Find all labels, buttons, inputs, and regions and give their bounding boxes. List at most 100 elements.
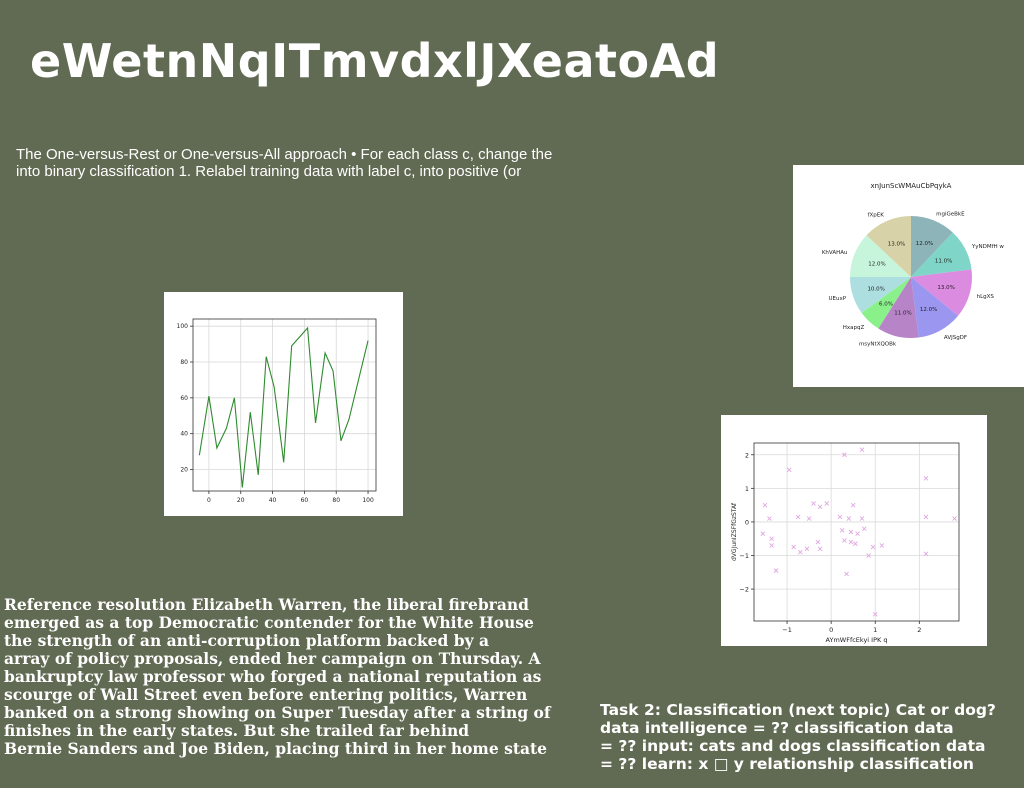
- article-line: array of policy proposals, ended her cam…: [4, 649, 541, 668]
- y-tick-label: −2: [739, 586, 749, 594]
- x-tick-label: 40: [269, 497, 277, 504]
- y-tick-label: 80: [180, 359, 188, 366]
- scatter-point: [767, 516, 772, 521]
- x-tick-label: 60: [301, 497, 309, 504]
- scatter-point: [773, 568, 779, 573]
- scatter-point: [846, 516, 852, 521]
- scatter-point: [815, 539, 821, 545]
- scatter-point: [850, 502, 856, 508]
- y-tick-label: 2: [745, 451, 749, 459]
- x-tick-label: 2: [917, 626, 921, 634]
- scatter-point: [811, 501, 816, 506]
- pie-chart: xnJunScWMAuCbPqykA 12.0% mgiGeBkE 11.0% YyND…: [822, 182, 1005, 348]
- x-tick-label: 1: [873, 626, 877, 634]
- article-line: finishes in the early states. But she tr…: [4, 721, 470, 740]
- pie-slice: [850, 235, 911, 277]
- scatter-point: [923, 551, 929, 557]
- scatter-point: [824, 501, 830, 506]
- slice-label: msyNtXQOBk: [859, 342, 897, 348]
- pie-slice: [911, 277, 959, 338]
- scatter-point: [952, 516, 957, 521]
- task-line: Task 2: Classification (next topic) Cat …: [600, 701, 996, 719]
- slice-label: AVJSgDF: [944, 335, 967, 341]
- slice-percent-label: 10.0%: [867, 286, 884, 292]
- scatter-point: [795, 514, 801, 520]
- article-line: scourge of Wall Street even before enter…: [4, 685, 528, 704]
- scatter-point: [923, 475, 929, 481]
- scatter-point: [866, 553, 871, 558]
- scatter-chart-panel: −1 0 1 2 −2 −1 0 1 2 AYmWFfcEkyi IPK q dVGJunIZSFf…: [721, 415, 987, 646]
- x-tick-label: 100: [362, 497, 374, 504]
- slide-title: eWetnNqITmvdxlJXeatoAd: [30, 34, 720, 88]
- slice-percent-label: 13.0%: [937, 285, 954, 291]
- scatter-point: [791, 544, 796, 550]
- slice-label: KhVAHAu: [822, 250, 848, 256]
- slice-label: hLgXS: [977, 294, 995, 300]
- intro-text: The One-versus-Rest or One-versus-All ap…: [16, 146, 616, 180]
- slice-label: mgiGeBkE: [936, 211, 965, 217]
- slice-percent-label: 11.0%: [894, 311, 911, 317]
- pie-slice: [866, 216, 911, 277]
- y-tick-label: −1: [739, 552, 749, 560]
- y-tick-label: 1: [745, 485, 749, 493]
- line-chart: 0 20 40 60 80 100 20 40 60 80 100: [177, 318, 377, 504]
- task-line: = ?? learn: x □ y relationship classific…: [600, 755, 974, 773]
- scatter-point: [762, 502, 768, 508]
- series-line: [198, 326, 369, 488]
- article-line: Reference resolution Elizabeth Warren, t…: [4, 595, 529, 614]
- y-axis-label: dVGJunIZSFfGzSTAf: [731, 502, 738, 561]
- y-tick-label: 20: [180, 467, 188, 474]
- scatter-point: [848, 539, 854, 545]
- article-line: bankruptcy law professor who forged a na…: [4, 667, 542, 686]
- scatter-point: [797, 549, 803, 555]
- scatter-point: [760, 531, 766, 536]
- task-line: = ?? input: cats and dogs classification…: [600, 737, 986, 755]
- scatter-point: [855, 531, 860, 536]
- scatter-point: [872, 611, 878, 617]
- article-line: banked on a strong showing on Super Tues…: [4, 703, 551, 722]
- pie-slice: [861, 277, 911, 329]
- slice-label: UEuxP: [828, 296, 846, 302]
- slice-percent-label: 12.0%: [920, 307, 937, 313]
- scatter-point: [923, 514, 929, 520]
- slice-percent-label: 12.0%: [868, 262, 885, 268]
- article-line: the strength of an anti-corruption platf…: [4, 631, 490, 650]
- article-line: Bernie Sanders and Joe Biden, placing th…: [4, 739, 548, 758]
- pie-slice: [911, 232, 972, 277]
- scatter-point: [879, 543, 885, 548]
- x-axis-label: AYmWFfcEkyi IPK q: [826, 636, 888, 644]
- pie-chart-panel: xnJunScWMAuCbPqykA 12.0% mgiGeBkE 11.0% YyND…: [793, 165, 1024, 387]
- y-tick-label: 0: [745, 518, 749, 526]
- scatter-point: [769, 536, 774, 542]
- slice-label: HxapqZ: [843, 325, 865, 331]
- line-chart-panel: 0 20 40 60 80 100 20 40 60 80 100: [164, 292, 403, 516]
- x-tick-label: 0: [829, 626, 833, 634]
- scatter-point: [769, 543, 774, 548]
- slice-percent-label: 6.0%: [879, 302, 893, 308]
- scatter-point: [817, 546, 823, 552]
- pie-slice: [850, 277, 911, 313]
- x-tick-label: 0: [207, 497, 211, 504]
- chart-title: xnJunScWMAuCbPqykA: [871, 182, 952, 190]
- scatter-point: [859, 447, 865, 453]
- y-tick-label: 40: [180, 431, 188, 438]
- scatter-point: [817, 504, 823, 510]
- pie-slice: [878, 277, 919, 338]
- scatter-point: [861, 526, 867, 531]
- plot-frame: [192, 318, 377, 492]
- article-line: emerged as a top Democratic contender fo…: [4, 613, 534, 632]
- slice-percent-label: 12.0%: [916, 241, 933, 247]
- slice-label: YyNDMfH w: [971, 244, 1005, 250]
- pie-slice: [911, 269, 972, 316]
- task-line: data intelligence = ?? classification da…: [600, 719, 954, 737]
- slice-percent-label: 13.0%: [888, 241, 905, 247]
- task-text: Task 2: Classification (next topic) Cat …: [600, 701, 1020, 773]
- article-text: Reference resolution Elizabeth Warren, t…: [4, 596, 584, 758]
- scatter-point: [870, 544, 876, 550]
- x-tick-label: −1: [782, 626, 792, 634]
- intro-line: The One-versus-Rest or One-versus-All ap…: [16, 146, 553, 163]
- scatter-point: [842, 538, 847, 543]
- scatter-point: [844, 571, 849, 577]
- scatter-point: [853, 541, 858, 547]
- slice-label: fXpEK: [868, 212, 885, 218]
